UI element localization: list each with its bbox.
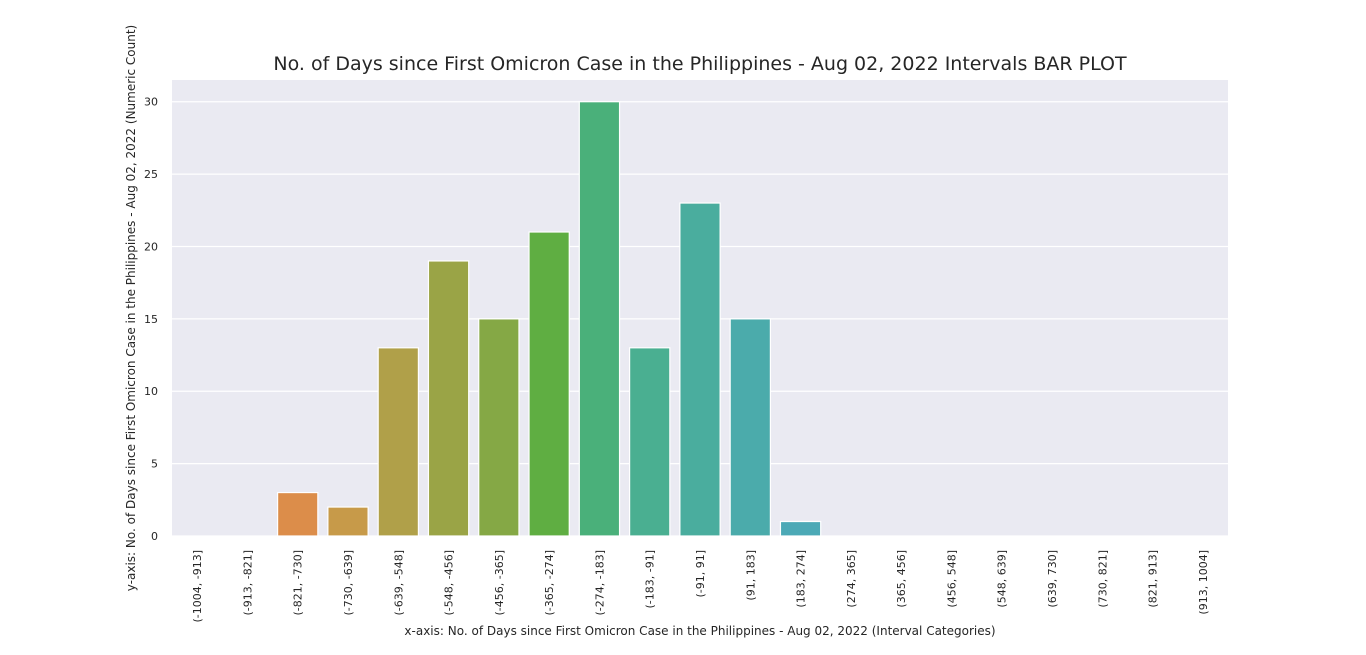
x-tick-label: (-274, -183] [593, 550, 606, 616]
x-tick-label: (639, 730] [1046, 550, 1059, 608]
x-tick-label: (91, 183] [744, 550, 757, 601]
bar [578, 101, 621, 537]
y-tick-label: 30 [144, 96, 158, 109]
x-tick-label: (913, 1004] [1197, 550, 1210, 615]
y-tick-label: 10 [144, 385, 158, 398]
y-tick-label: 5 [151, 458, 158, 471]
x-tick-label: (-456, -365] [493, 550, 506, 616]
bar [729, 318, 772, 537]
bar [779, 520, 822, 537]
bars [277, 101, 822, 537]
bar [427, 260, 470, 537]
x-tick-label: (274, 365] [845, 550, 858, 608]
x-tick-label: (-548, -456] [443, 550, 456, 616]
chart-title: No. of Days since First Omicron Case in … [273, 53, 1127, 75]
x-tick-label: (-913, -821] [241, 550, 254, 616]
bar [277, 491, 319, 537]
bar [628, 347, 671, 537]
bar [478, 318, 520, 537]
y-tick-label: 20 [144, 240, 158, 253]
y-axis-ticks: 0 5 10 15 20 25 30 [144, 96, 158, 543]
x-tick-label: (-183, -91] [644, 550, 657, 609]
x-tick-label: (730, 821] [1096, 550, 1109, 608]
x-tick-label: (548, 639] [996, 550, 1009, 608]
y-tick-label: 25 [144, 168, 158, 181]
x-tick-label: (365, 456] [895, 550, 908, 608]
bar [528, 231, 570, 537]
x-tick-label: (-1004, -913] [191, 550, 204, 623]
y-axis-label: y-axis: No. of Days since First Omicron … [124, 25, 138, 591]
x-tick-label: (-365, -274] [543, 550, 556, 616]
x-tick-label: (-91, 91] [694, 550, 707, 598]
x-tick-label: (183, 274] [795, 550, 808, 608]
x-tick-label: (821, 913] [1147, 550, 1160, 608]
x-tick-label: (-821, -730] [292, 550, 305, 616]
x-axis-ticks: (-1004, -913] (-913, -821] (-821, -730] (-7… [191, 550, 1210, 623]
y-tick-label: 15 [144, 313, 158, 326]
bar [377, 347, 419, 537]
bar [679, 202, 721, 537]
x-tick-label: (-730, -639] [342, 550, 355, 616]
bar [327, 506, 369, 537]
x-tick-label: (456, 548] [945, 550, 958, 608]
x-axis-label: x-axis: No. of Days since First Omicron … [404, 624, 995, 638]
x-tick-label: (-639, -548] [392, 550, 405, 616]
y-tick-label: 0 [151, 530, 158, 543]
